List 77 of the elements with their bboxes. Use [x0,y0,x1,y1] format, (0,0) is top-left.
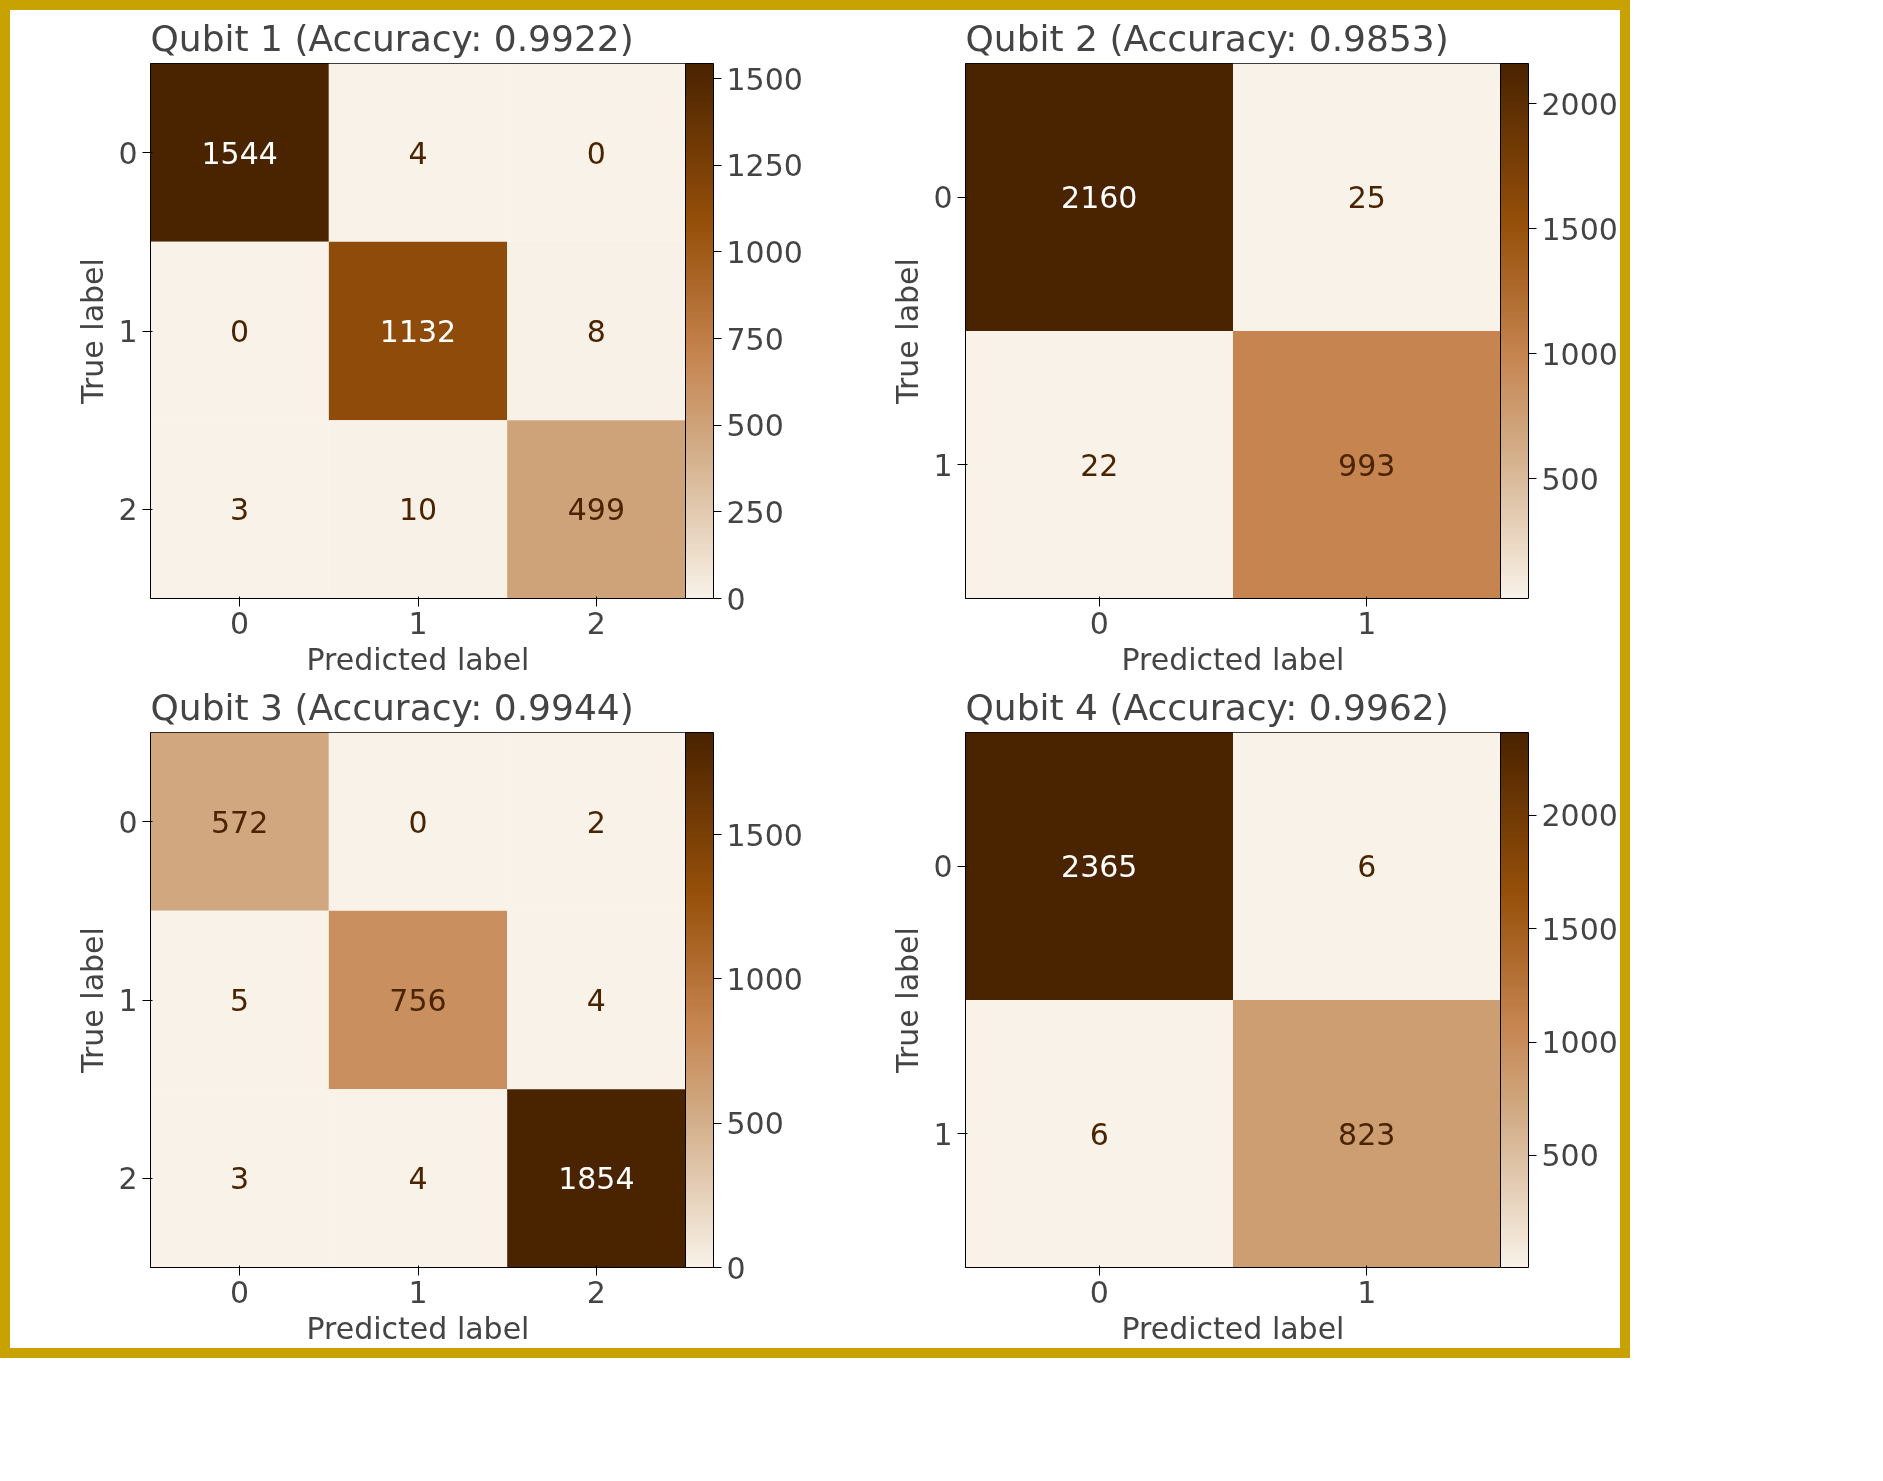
data-label: 2160 [1061,180,1138,216]
x-tick-label: 1 [408,605,428,641]
data-label: 3 [230,1161,250,1197]
data-label: 756 [389,983,447,1018]
data-label: 6 [1357,849,1377,885]
color-bar-label: 0 [726,1250,746,1286]
data-label: 2 [586,804,606,840]
data-label: 4 [586,983,606,1018]
x-tick-label: 1 [408,1274,428,1310]
color-bar-label: 1500 [1541,211,1618,247]
x-tick-label: 2 [586,605,606,641]
data-label: 993 [1338,447,1396,483]
chart-title: Qubit 3 (Accuracy: 0.9944) [150,686,634,728]
y-tick-label: 0 [118,804,138,840]
x-axis-title: Predicted label [1121,1310,1345,1346]
data-label: 22 [1080,447,1119,483]
y-tick-label: 0 [933,849,953,885]
x-tick-label: 0 [1089,605,1109,641]
data-label: 4 [408,135,428,171]
x-axis-title: Predicted label [1121,641,1345,677]
color-bar-label: 1000 [726,235,803,270]
color-bar-label: 1500 [726,61,803,97]
color-bar-label: 250 [726,494,784,530]
x-tick-label: 1 [1357,605,1377,641]
color-bar-label: 1000 [1541,336,1618,372]
y-tick-label: 1 [118,314,138,349]
x-tick-label: 0 [1089,1274,1109,1310]
y-axis-title: True label [890,927,926,1074]
data-label: 6 [1089,1116,1109,1152]
data-label: 10 [398,492,438,528]
y-tick-label: 1 [933,1116,953,1152]
color-bar-label: 1000 [1541,1025,1618,1061]
color-bar-label: 2000 [1541,86,1618,122]
data-label: 3 [230,492,250,528]
color-bar-label: 0 [726,581,746,617]
y-tick-label: 0 [118,135,138,171]
y-tick-label: 0 [933,180,953,216]
y-axis-title: True label [75,258,111,405]
color-bar-label: 2000 [1541,798,1618,834]
color-bar-label: 1500 [1541,911,1618,947]
color-bar-label: 500 [1541,461,1599,497]
y-tick-label: 1 [933,447,953,483]
color-bar-label: 500 [726,1106,784,1142]
y-tick-label: 2 [118,492,138,528]
x-tick-label: 2 [586,1274,606,1310]
chart-title: Qubit 1 (Accuracy: 0.9922) [150,17,634,59]
y-tick-label: 2 [118,1161,138,1197]
data-label: 5 [230,983,250,1018]
data-label: 25 [1347,180,1386,216]
y-axis-title: True label [75,927,111,1074]
color-bar-label: 1500 [726,817,803,853]
color-bar-label: 500 [726,408,784,444]
color-bar-label: 1250 [726,148,803,184]
color-bar-label: 500 [1541,1138,1599,1174]
color-bar-label: 750 [726,321,784,357]
data-label: 0 [408,804,428,840]
y-axis-title: True label [890,258,926,405]
data-label: 0 [586,135,606,171]
data-label: 1132 [379,314,457,349]
y-tick-label: 1 [118,983,138,1018]
data-label: 823 [1338,1116,1396,1152]
data-label: 2365 [1061,849,1138,885]
data-label: 499 [567,492,625,528]
data-label: 4 [408,1161,428,1197]
data-label: 572 [211,804,269,840]
chart-title: Qubit 4 (Accuracy: 0.9962) [965,686,1449,728]
x-axis-title: Predicted label [306,641,530,677]
data-label: 8 [586,314,606,349]
x-tick-label: 0 [230,1274,250,1310]
data-label: 0 [230,314,250,349]
color-bar-label: 1000 [726,961,803,997]
x-tick-label: 0 [230,605,250,641]
chart-title: Qubit 2 (Accuracy: 0.9853) [965,17,1449,59]
x-tick-label: 1 [1357,1274,1377,1310]
data-label: 1544 [201,135,278,171]
data-label: 1854 [558,1161,635,1197]
x-axis-title: Predicted label [306,1310,530,1346]
